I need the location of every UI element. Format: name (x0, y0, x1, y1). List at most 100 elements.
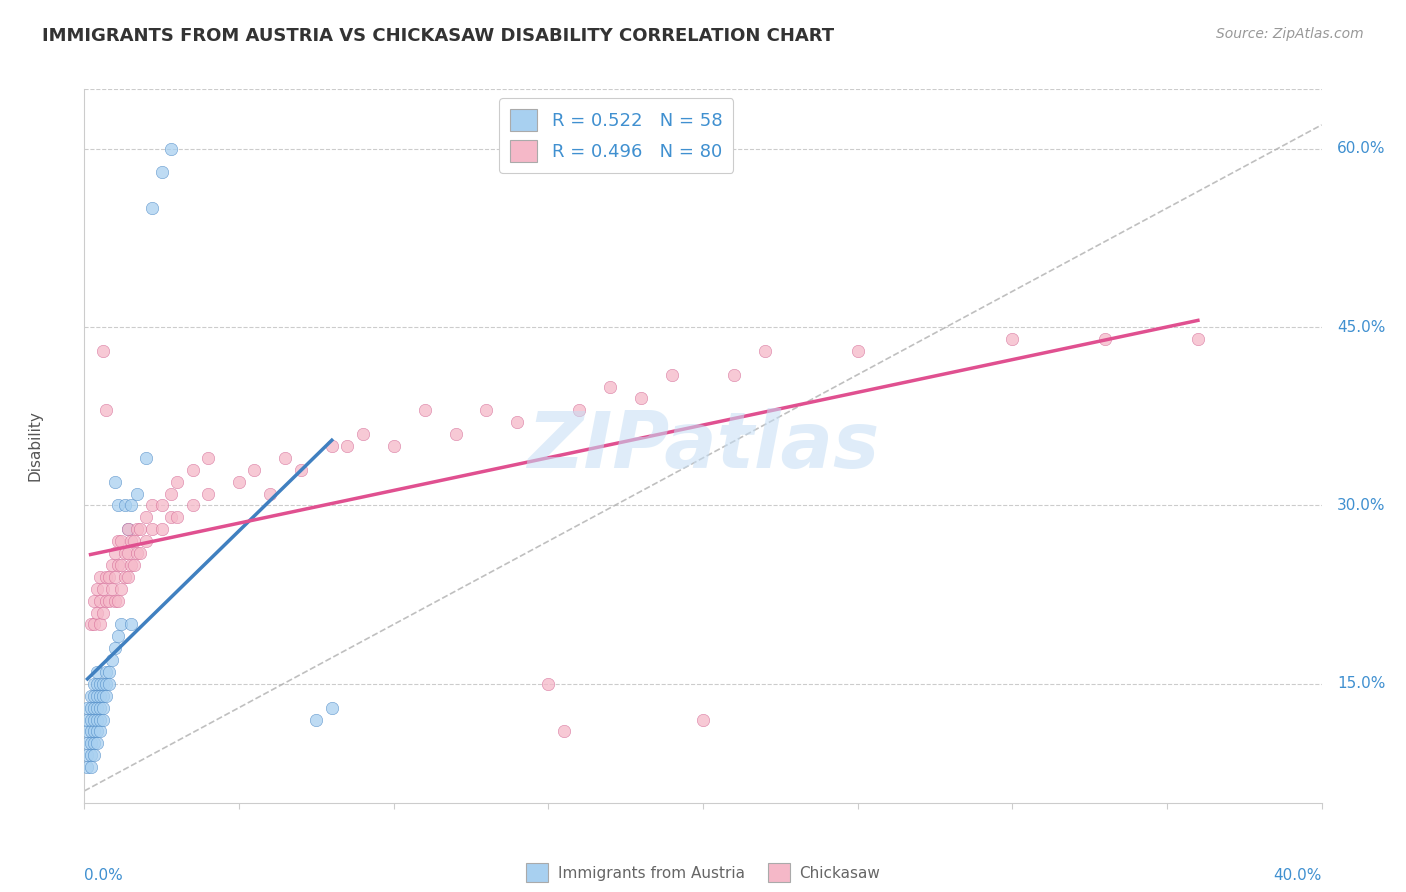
Point (846, 343, 869, 358)
Point (444, 427, 467, 442)
Point (1001, 332, 1024, 346)
Point (160, 142, 183, 156)
Point (83, 617, 105, 632)
Point (79, 617, 101, 632)
Point (754, 343, 776, 358)
Point (107, 593, 129, 607)
Point (122, 534, 145, 549)
Point (91, 582, 114, 596)
Point (76, 700, 98, 714)
Point (86, 713, 108, 727)
Point (94, 593, 117, 607)
Point (91, 713, 114, 727)
Point (290, 463, 312, 477)
Point (599, 379, 621, 393)
Point (94, 570, 117, 584)
Point (135, 450, 157, 465)
Point (1187, 332, 1209, 346)
Point (117, 522, 139, 536)
Point (110, 617, 132, 632)
Point (150, 522, 173, 536)
Point (135, 510, 157, 524)
Point (83, 724, 105, 739)
Point (1094, 332, 1116, 346)
Point (98, 570, 121, 584)
Point (83, 700, 105, 714)
Point (197, 450, 219, 465)
Point (86, 677, 108, 691)
Point (243, 463, 266, 477)
Point (76, 760, 98, 774)
Point (86, 606, 108, 620)
Point (117, 570, 139, 584)
Point (89, 689, 111, 703)
Point (129, 546, 152, 560)
Point (723, 368, 745, 382)
Point (259, 486, 281, 500)
Point (79, 736, 101, 750)
Point (181, 499, 204, 513)
Point (150, 499, 173, 513)
Point (101, 653, 124, 667)
Point (321, 700, 343, 714)
Point (94, 689, 117, 703)
Point (86, 665, 108, 679)
Point (91, 677, 114, 691)
Point (86, 700, 108, 714)
Point (89, 593, 111, 607)
Point (94, 665, 117, 679)
Point (86, 582, 108, 596)
Point (98, 593, 121, 607)
Point (79, 700, 101, 714)
Point (120, 499, 142, 513)
Point (352, 427, 374, 442)
Text: IMMIGRANTS FROM AUSTRIA VS CHICKASAW DISABILITY CORRELATION CHART: IMMIGRANTS FROM AUSTRIA VS CHICKASAW DIS… (42, 27, 834, 45)
Point (98, 665, 121, 679)
Point (114, 570, 136, 584)
Point (475, 403, 498, 417)
Point (120, 617, 142, 632)
Point (89, 570, 111, 584)
Point (79, 713, 101, 727)
Point (104, 475, 127, 489)
Point (692, 713, 714, 727)
Point (661, 368, 683, 382)
Point (104, 593, 127, 607)
Point (98, 677, 121, 691)
Text: ZIPatlas: ZIPatlas (527, 408, 879, 484)
Point (101, 582, 124, 596)
Point (89, 700, 111, 714)
Point (76, 748, 98, 763)
Point (104, 546, 127, 560)
Point (568, 403, 591, 417)
Text: 40.0%: 40.0% (1274, 868, 1322, 883)
Point (125, 522, 148, 536)
Point (89, 617, 111, 632)
Point (83, 748, 105, 763)
Point (117, 522, 139, 536)
Point (141, 522, 163, 536)
Text: 0.0%: 0.0% (84, 868, 124, 883)
Legend: Immigrants from Austria, Chickasaw: Immigrants from Austria, Chickasaw (519, 857, 887, 888)
Point (104, 570, 127, 584)
Point (107, 534, 129, 549)
Point (89, 677, 111, 691)
Point (94, 677, 117, 691)
Point (413, 403, 436, 417)
Point (110, 582, 132, 596)
Text: 45.0%: 45.0% (1337, 319, 1385, 334)
Point (120, 558, 142, 572)
Text: 30.0%: 30.0% (1337, 498, 1385, 513)
Point (166, 510, 188, 524)
Point (166, 475, 188, 489)
Point (114, 546, 136, 560)
Point (86, 689, 108, 703)
Point (76, 713, 98, 727)
Point (129, 522, 152, 536)
Point (101, 558, 124, 572)
Point (141, 499, 163, 513)
Text: 60.0%: 60.0% (1337, 141, 1385, 156)
Point (79, 748, 101, 763)
Point (382, 439, 405, 453)
Point (86, 736, 108, 750)
